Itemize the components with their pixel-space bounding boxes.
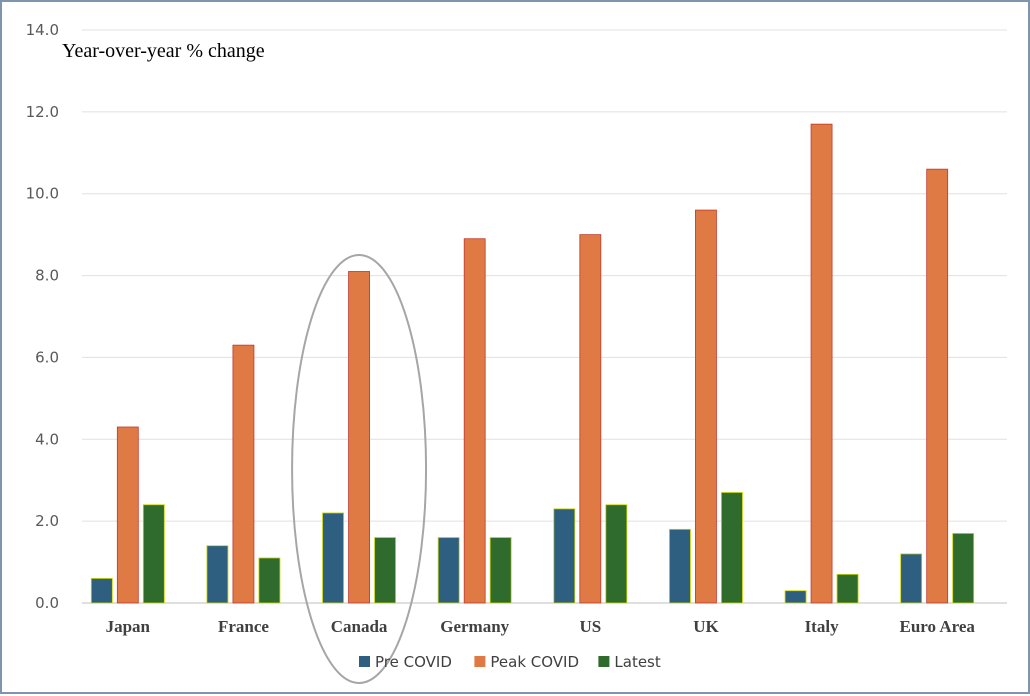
x-category-label: Canada [331, 617, 388, 636]
y-tick-label: 14.0 [26, 21, 59, 39]
legend-swatch [598, 656, 610, 667]
bar-latest-uk [721, 492, 743, 604]
legend-label: Latest [614, 653, 660, 671]
y-axis-ticks: 0.0 2.0 4.0 6.0 8.0 10.0 12.0 14.0 [26, 21, 59, 612]
y-tick-label: 0.0 [35, 594, 59, 612]
annotations [291, 254, 428, 684]
legend-label: Peak COVID [490, 653, 579, 671]
bar-peak-covid-canada [348, 271, 370, 604]
bar-latest-canada [374, 537, 396, 604]
bar-pre-covid-france [206, 545, 229, 604]
x-category-label: UK [693, 617, 719, 636]
bars [90, 123, 975, 604]
x-category-label: Italy [805, 617, 840, 636]
bar-latest-us [605, 504, 628, 604]
bar-pre-covid-uk [669, 528, 691, 604]
bar-peak-covid-us [579, 234, 602, 604]
bar-peak-covid-italy [810, 123, 833, 604]
x-category-label: Euro Area [899, 617, 975, 636]
legend-swatch [359, 656, 370, 667]
bar-peak-covid-euro-area [926, 168, 949, 604]
legend-swatch [474, 656, 486, 667]
bar-peak-covid-germany [463, 238, 486, 604]
legend: Pre COVID Peak COVID Latest [359, 653, 661, 671]
legend-label: Pre COVID [375, 653, 452, 671]
y-tick-label: 12.0 [26, 103, 59, 121]
y-tick-label: 10.0 [26, 185, 59, 203]
y-tick-label: 4.0 [35, 430, 59, 448]
gridlines [82, 29, 1007, 604]
bar-pre-covid-euro-area [900, 553, 923, 604]
bar-latest-japan [142, 504, 165, 604]
x-category-label: US [579, 617, 601, 636]
bar-latest-germany [489, 537, 512, 604]
x-category-label: Germany [440, 617, 509, 636]
bar-latest-euro-area [952, 533, 975, 604]
bar-pre-covid-canada [322, 512, 344, 604]
bar-latest-italy [836, 573, 859, 604]
bar-pre-covid-japan [90, 578, 113, 604]
bar-pre-covid-us [553, 508, 576, 604]
bar-latest-france [258, 557, 281, 604]
y-tick-label: 2.0 [35, 512, 59, 530]
highlight-ellipse [291, 254, 428, 684]
y-axis-label: Year-over-year % change [62, 40, 265, 62]
x-category-label: France [218, 617, 269, 636]
bar-peak-covid-france [232, 344, 255, 604]
y-tick-label: 8.0 [35, 267, 59, 285]
bar-pre-covid-germany [437, 537, 460, 604]
bar-peak-covid-uk [695, 209, 717, 604]
y-tick-label: 6.0 [35, 348, 59, 366]
x-axis-categories: Japan France Canada Germany US UK Italy Euro Ar… [106, 617, 976, 636]
x-category-label: Japan [106, 617, 151, 636]
bar-peak-covid-japan [116, 426, 139, 604]
bar-pre-covid-italy [784, 590, 807, 604]
